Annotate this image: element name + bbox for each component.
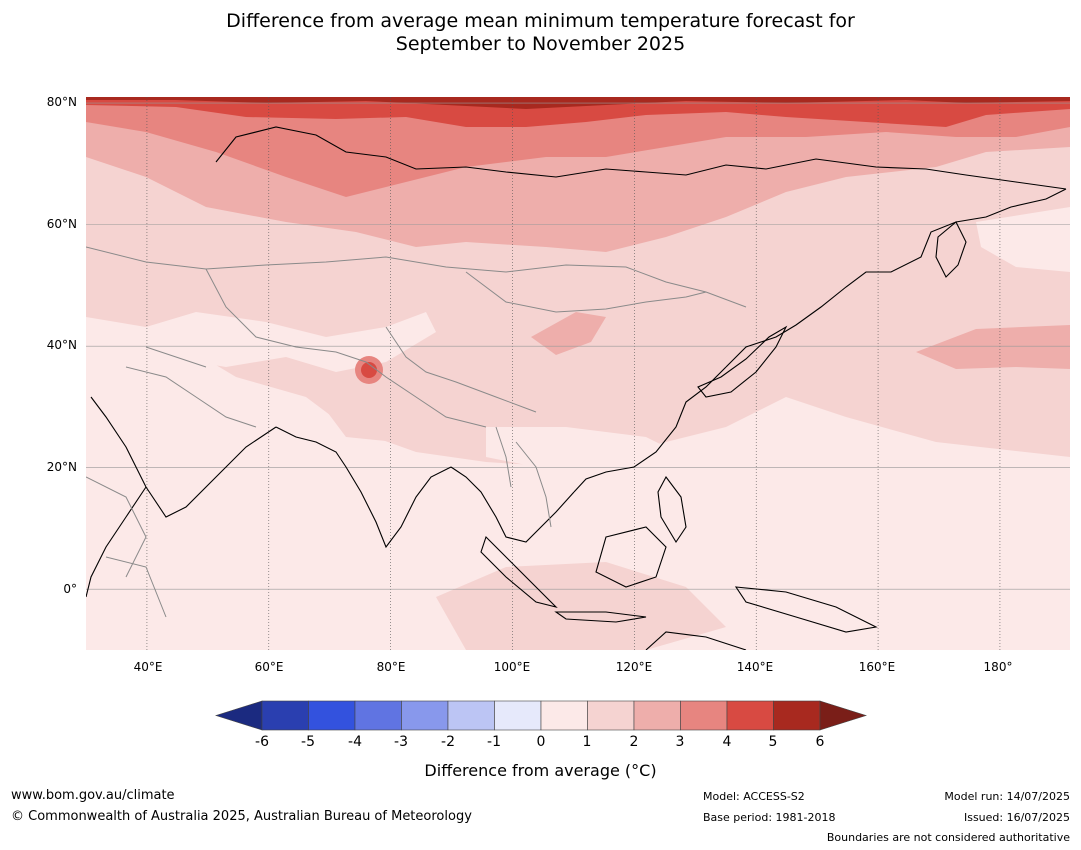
coastline-eurasia-north [215,126,1067,190]
border-middle-east [125,346,257,428]
colorbar-segments [215,700,867,731]
cb-tick-neg2: -2 [441,734,455,750]
hotspot-inner [361,362,377,378]
coastline-africa-east [86,486,147,598]
coastline-kamchatka [935,221,967,278]
lon-label-140e: 140°E [736,660,774,674]
colorbar-segment [680,700,728,731]
cb-tick-5: 5 [768,734,778,750]
colorbar-segment [308,700,356,731]
coastline-arabia [90,396,277,518]
colorbar-segment [540,700,588,731]
coastline-new-guinea [734,586,878,633]
colorbar-segment [261,700,309,731]
colorbar-segment [726,700,774,731]
border-africa [86,476,167,618]
cb-tick-neg4: -4 [348,734,362,750]
colorbar-segment [447,700,495,731]
footer-issued: Issued: 16/07/2025 [963,811,1070,824]
lon-label-40e: 40°E [133,660,163,674]
lon-label-80e: 80°E [376,660,406,674]
graticule [86,97,1070,650]
cb-tick-neg3: -3 [394,734,408,750]
coastline-india [275,426,452,549]
coastline-japan [697,325,788,398]
cb-tick-3: 3 [675,734,685,750]
colorbar-segment [494,700,542,731]
anomaly-pocket-east [976,207,1070,272]
lat-label-80n: 80°N [46,95,77,109]
colorbar-segment [587,700,635,731]
country-borders [86,246,747,618]
anomaly-band-2-3-pacific [916,325,1070,369]
lat-label-0: 0° [63,582,77,596]
cb-tick-0: 0 [536,734,546,750]
lat-label-60n: 60°N [46,217,77,231]
colorbar-segment [354,700,402,731]
lon-label-60e: 60°E [254,660,284,674]
coastline-java [554,611,647,623]
border-china-mongolia [465,271,707,313]
title-line-1: Difference from average mean minimum tem… [226,10,855,32]
coastlines [86,126,1067,650]
border-china-west [385,326,537,413]
cb-tick-2: 2 [629,734,639,750]
lon-label-120e: 120°E [615,660,653,674]
footer-model-run: Model run: 14/07/2025 [944,790,1070,803]
footer-disclaimer: Boundaries are not considered authoritat… [826,831,1070,844]
colorbar-extend-low [215,700,263,731]
coastline-australia-north [645,631,747,650]
coastline-philippines [657,475,687,544]
anomaly-pocket-west [146,312,436,372]
footer-model: Model: ACCESS-S2 [703,790,805,803]
colorbar-segment [773,700,821,731]
anomaly-band-1-2-south [436,562,726,650]
anomaly-band-2-3-mongolia [531,312,606,355]
colorbar-segment [401,700,449,731]
anomaly-band-4-5 [86,97,1070,127]
footer-copyright: © Commonwealth of Australia 2025, Austra… [11,809,472,824]
map-canvas [86,97,1070,650]
coastline-china-east [573,366,727,493]
border-central-asia [205,268,487,428]
anomaly-band-3-4 [86,97,1070,197]
map-title: Difference from average mean minimum tem… [0,10,1081,56]
coastline-indochina [450,466,575,543]
colorbar-extend-high [819,700,867,731]
footer-url[interactable]: www.bom.gov.au/climate [11,788,175,803]
colorbar-label: Difference from average (°C) [424,761,657,780]
cb-tick-neg6: -6 [255,734,269,750]
colorbar-segment [633,700,681,731]
forecast-map [86,97,1070,650]
lon-label-180: 180° [983,660,1013,674]
footer-base-period: Base period: 1981-2018 [703,811,836,824]
cb-tick-6: 6 [815,734,825,750]
coastline-sumatra [480,535,558,609]
title-line-2: September to November 2025 [395,33,686,55]
lat-label-40n: 40°N [46,338,77,352]
cb-tick-neg5: -5 [301,734,315,750]
border-indochina [495,426,552,528]
cb-tick-neg1: -1 [487,734,501,750]
anomaly-pocket-china [486,427,686,469]
cb-tick-4: 4 [722,734,732,750]
anomaly-band-1-2-india [316,387,486,457]
coastline-borneo [595,526,667,588]
lon-label-160e: 160°E [858,660,896,674]
lat-label-20n: 20°N [46,460,77,474]
lon-label-100e: 100°E [493,660,531,674]
cb-tick-1: 1 [582,734,592,750]
